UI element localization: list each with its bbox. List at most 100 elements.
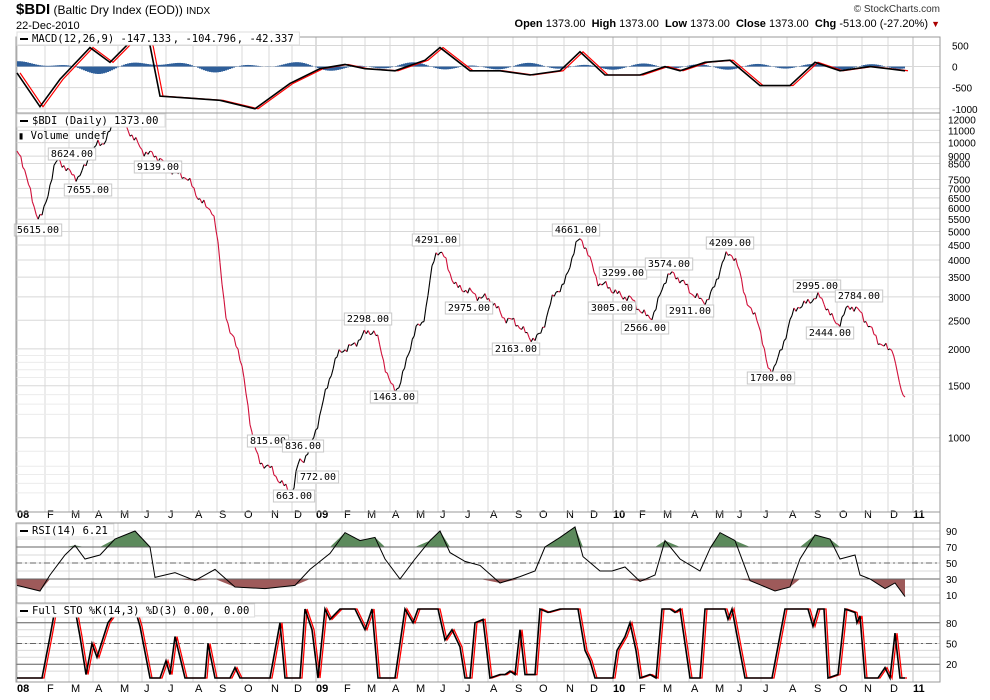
month-tick-label: A [195,509,203,521]
month-tick-label: A [691,683,699,695]
rsi-line [16,526,906,597]
open-value: 1373.00 [545,18,586,30]
price-annotation: 9139.00 [137,162,179,173]
month-tick-label: J [465,509,471,521]
month-tick-label: M [71,683,80,695]
month-tick-label: F [639,683,646,695]
month-tick-label: N [864,509,872,521]
svg-text:RSI(14) 6.21: RSI(14) 6.21 [32,525,108,537]
price-annotation-box [644,257,694,271]
price-annotation-box [272,489,316,503]
symbol: $BDI [16,1,51,18]
axis-labels: 08 08 F F M M A A M M J J J J A A S S O O N N D D 09 09 F F M M A A M M J J… [17,41,978,695]
price-annotation-box [834,289,884,303]
month-tick-label: N [271,683,279,695]
month-tick-label: F [47,683,54,695]
month-tick-label: J [763,683,769,695]
month-tick-label: A [691,509,699,521]
price-annotation-box [491,342,541,356]
month-tick-label: A [490,509,498,521]
svg-text:$BDI (Daily) 1373.00: $BDI (Daily) 1373.00 [32,115,158,127]
price-axis-label: 5000 [948,227,971,238]
rsi-overbought-fill [16,527,905,547]
open-label: Open [514,18,543,30]
month-tick-label: N [271,509,279,521]
copyright[interactable]: © StockCharts.com [853,4,940,15]
month-tick-label: J [737,509,743,521]
month-tick-label: 08 [17,509,29,521]
month-tick-label: N [864,683,872,695]
price-annotation: 3574.00 [648,259,690,270]
price-axis-label: 8500 [948,159,971,170]
sto-legend: Full STO %K(14,3) %D(3) 0.00, 0.00 [16,603,256,618]
month-tick-label: A [490,683,498,695]
price-annotation-box [444,301,494,315]
month-tick-label: S [814,683,821,695]
month-tick-label: S [515,509,522,521]
svg-text:0.00: 0.00 [224,605,249,617]
month-tick-label: J [144,509,150,521]
month-tick-label: A [392,683,400,695]
price-annotation: 4291.00 [415,235,457,246]
price-annotation: 1700.00 [750,373,792,384]
price-annotation-box [551,223,601,237]
down-triangle-icon: ▼ [931,19,940,29]
price-legend: $BDI (Daily) 1373.00 [16,113,166,128]
price-axis-label: 12000 [948,115,976,126]
macd-axis-label: 500 [952,41,969,52]
price-annotation: 4661.00 [555,225,597,236]
price-axis-label: 5500 [948,215,971,226]
price-annotation: 1463.00 [373,392,415,403]
price-axis-label: 7500 [948,175,971,186]
month-tick-label: A [392,509,400,521]
month-tick-label: O [244,509,253,521]
price-annotation: 3005.00 [591,303,633,314]
month-tick-label: M [715,509,724,521]
month-tick-label: O [839,509,848,521]
month-tick-label: N [566,683,574,695]
rsi-axis-label: 30 [946,575,958,586]
svg-text:, -42.337: , -42.337 [237,33,294,45]
month-tick-label: 09 [316,509,328,521]
price-annotation-box [281,439,325,453]
month-tick-label: M [663,683,672,695]
price-annotation: 815.00 [250,436,286,447]
price-axis-label: 1000 [948,434,971,445]
month-tick-label: M [367,683,376,695]
month-tick-label: A [789,509,797,521]
rsi-legend: RSI(14) 6.21 [16,523,115,538]
price-annotation-box [63,183,113,197]
price-annotation-box [792,279,842,293]
price-annotation-box [705,236,755,250]
month-tick-label: S [219,683,226,695]
month-tick-label: M [71,509,80,521]
month-tick-label: J [168,683,174,695]
month-tick-label: A [195,683,203,695]
macd-axis-label: -1000 [952,105,978,116]
price-axis-label: 2000 [948,345,971,356]
low-label: Low [665,18,688,30]
price-annotation-box [369,390,419,404]
month-tick-label: D [590,509,598,521]
price-axis-label: 3500 [948,273,971,284]
price-annotation: 2298.00 [347,314,389,325]
month-tick-label: F [639,509,646,521]
price-annotation-box [47,147,97,161]
month-tick-label: M [663,509,672,521]
month-tick-label: J [144,683,150,695]
month-tick-label: M [120,683,129,695]
month-tick-label: J [168,509,174,521]
close-value: 1373.00 [769,18,809,30]
macd-panel [16,36,909,110]
month-tick-label: A [95,683,103,695]
month-tick-label: 08 [17,683,29,695]
rsi-oversold-fill [16,579,905,597]
grid-lines [16,37,940,682]
panel-legends: MACD(12,26,9) -147.133, -104.796, -42.33… [16,31,300,618]
price-annotation-box [598,266,648,280]
month-tick-label: A [95,509,103,521]
price-axis-label: 3000 [948,293,971,304]
month-tick-label: D [890,683,898,695]
rsi-panel [16,526,940,597]
